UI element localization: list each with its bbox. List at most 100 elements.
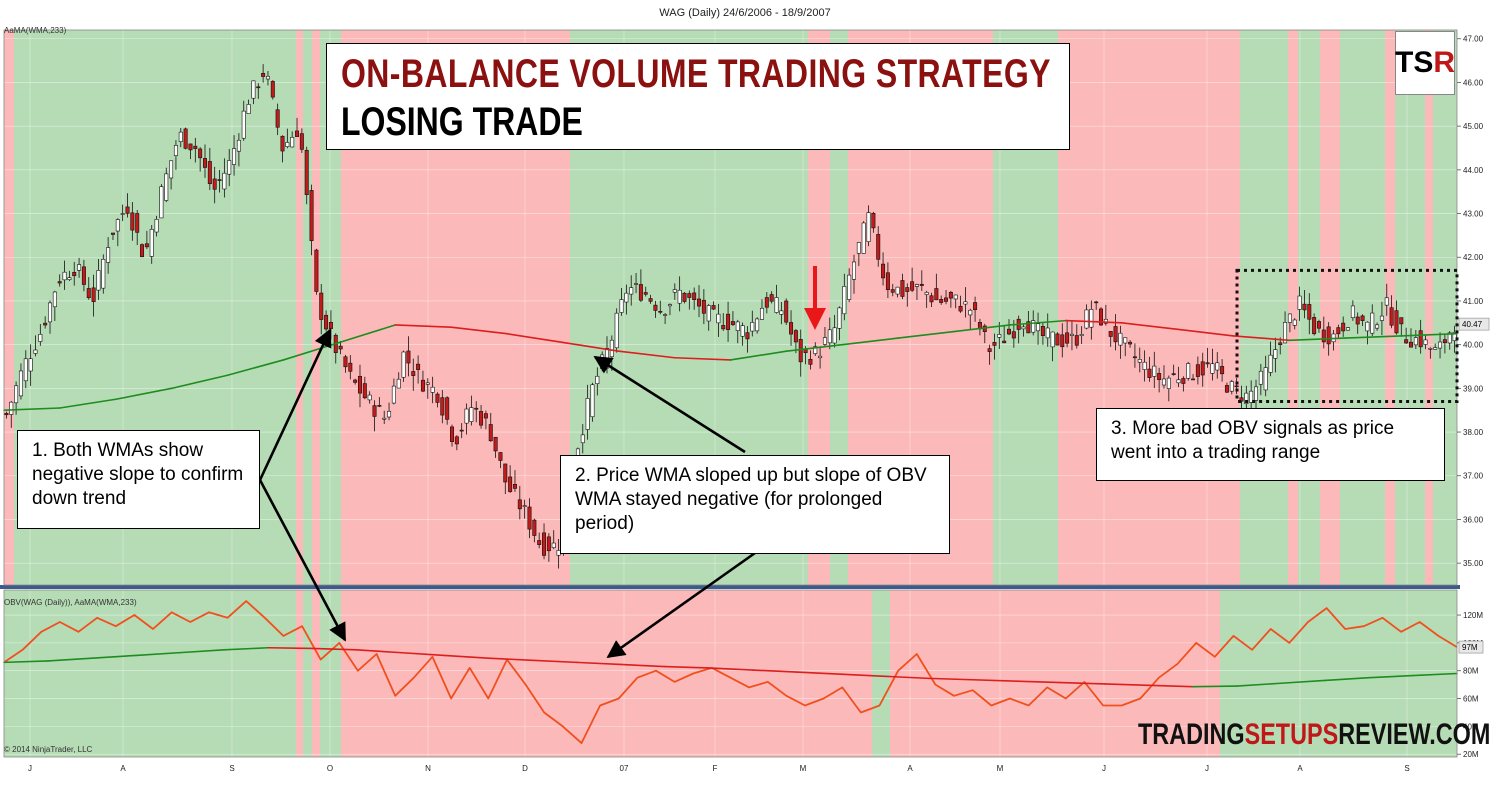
candle-body (193, 145, 198, 149)
obv-tick-label-3: 80M (1463, 667, 1479, 676)
price-wma-segment (1176, 328, 1235, 337)
candle-body (512, 484, 517, 489)
candle-body (1137, 359, 1142, 363)
price-tick-label-0: 35.00 (1463, 559, 1484, 568)
candle-body (236, 139, 241, 152)
copyright-text: © 2014 NinjaTrader, LLC (4, 745, 93, 754)
obv-wma-segment (3, 660, 49, 664)
candle-body (130, 212, 135, 231)
candle-body (1263, 367, 1268, 391)
price-zone-9 (830, 30, 848, 585)
candle-body (735, 321, 740, 332)
price-wma-segment (3, 407, 61, 411)
candle-body (178, 131, 183, 142)
candle-body (1423, 339, 1428, 345)
candle-body (203, 158, 207, 168)
candle-body (1229, 381, 1234, 392)
candle-body (905, 287, 910, 292)
candle-body (1326, 326, 1331, 345)
candle-body (527, 506, 532, 530)
obv-tick-label-5: 120M (1463, 611, 1483, 620)
candle-body (532, 519, 537, 536)
candle-body (726, 313, 731, 330)
candle-body (847, 274, 852, 300)
x-tick-label-9: A (907, 764, 913, 773)
candle-body (1447, 332, 1452, 344)
obv-zone-8 (1220, 590, 1457, 757)
candle-body (1433, 347, 1438, 350)
candle-body (1302, 303, 1307, 311)
candle-body (813, 346, 818, 354)
candle-body (23, 358, 28, 382)
obv-wma-segment (575, 661, 622, 666)
brand-part-3: REVIEW.COM (1338, 718, 1491, 751)
candle-body (711, 305, 716, 310)
candle-body (503, 463, 508, 483)
x-tick-label-8: M (800, 764, 807, 773)
candle-body (1312, 317, 1317, 335)
brand-watermark: TRADINGSETUPSREVIEW.COM (1138, 718, 1490, 752)
obv-wma-segment (1368, 674, 1414, 679)
obv-wma-segment (1147, 684, 1194, 688)
candle-body (740, 325, 745, 337)
candle-body (1200, 361, 1205, 376)
candle-body (1341, 322, 1346, 332)
candle-body (367, 394, 372, 401)
candle-body (4, 413, 9, 416)
candle-body (217, 179, 222, 181)
candle-body (808, 358, 813, 365)
price-tick-label-4: 39.00 (1463, 384, 1484, 393)
price-zone-0 (4, 30, 14, 585)
candle-body (876, 234, 881, 260)
signal-arrow-head (804, 308, 826, 330)
candle-body (1065, 332, 1070, 344)
candle-body (1215, 362, 1220, 371)
candle-body (52, 291, 57, 308)
candle-body (435, 393, 440, 403)
candle-body (183, 128, 188, 149)
obv-series-line (3, 600, 1458, 744)
candle-body (590, 384, 595, 418)
candle-body (1399, 317, 1404, 325)
obv-wma-segment (399, 651, 446, 657)
candle-body (1191, 378, 1196, 381)
x-tick-label-0: J (28, 764, 32, 773)
candle-body (948, 292, 953, 299)
arrow-note1-obv (258, 479, 347, 642)
candle-body (304, 149, 309, 195)
candle-body (154, 219, 159, 233)
candle-body (1316, 321, 1321, 329)
candle-body (750, 322, 755, 332)
last-obv-label: 97M (1462, 643, 1478, 652)
candle-body (1050, 331, 1055, 348)
candle-body (285, 142, 290, 147)
candle-body (663, 314, 668, 316)
candle-body (343, 356, 348, 368)
candle-body (246, 104, 251, 114)
candle-body (1278, 342, 1283, 345)
candle-body (1224, 385, 1229, 393)
candle-body (479, 411, 484, 426)
candle-body (1205, 362, 1210, 365)
candle-body (1142, 361, 1147, 370)
price-wma-segment (114, 387, 173, 401)
x-tick-label-4: N (425, 764, 431, 773)
candle-body (832, 327, 837, 344)
candle-body (488, 424, 493, 442)
obv-wma-line (3, 646, 1458, 688)
title-line-2: LOSING TRADE (341, 100, 583, 144)
price-frame (3, 29, 1458, 586)
obv-wma-segment (355, 649, 402, 654)
candle-body (716, 313, 721, 324)
candle-body (638, 284, 643, 301)
candle-body (508, 476, 513, 492)
candle-body (382, 417, 387, 420)
candle-body (968, 309, 973, 316)
last-obv-badge (1458, 640, 1484, 654)
candle-body (1287, 313, 1292, 323)
candle-body (1438, 341, 1443, 349)
candle-body (1413, 337, 1418, 346)
price-wma-segment (953, 324, 1011, 333)
candle-body (387, 410, 392, 418)
candle-body (498, 452, 503, 461)
